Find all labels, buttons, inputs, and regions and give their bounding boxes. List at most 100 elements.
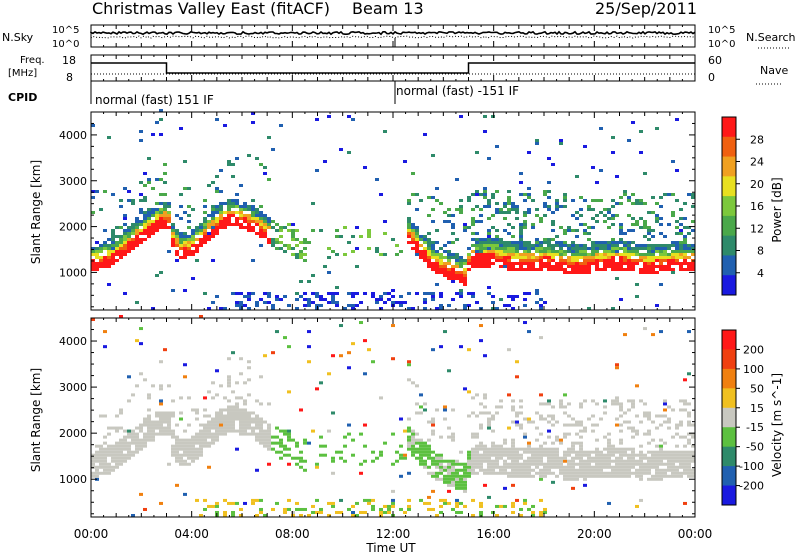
power-cell-422 (243, 214, 247, 217)
velocity-cell-914 (483, 456, 487, 460)
power-cell-1089 (523, 226, 527, 229)
velocity-cell-1574 (679, 450, 683, 454)
velocity-cell-1564 (675, 432, 679, 436)
velocity-cell-442 (247, 378, 251, 382)
power-cell-160 (147, 211, 151, 214)
power-cell-1123 (531, 199, 535, 202)
velocity-cell-163 (151, 423, 155, 427)
velocity-cell-1418 (631, 462, 635, 466)
velocity-cell-962 (495, 447, 499, 451)
power-cell-1346 (595, 181, 599, 184)
power-cell-1512 (647, 271, 651, 274)
power-cell-1415 (619, 298, 623, 301)
velocity-cell-258 (191, 459, 195, 463)
power-cell-392 (231, 163, 235, 166)
power-cell-985 (499, 256, 503, 259)
velocity-cell-1500 (655, 450, 659, 454)
velocity-cell-1522 (663, 462, 667, 466)
velocity-cell-718 (423, 459, 427, 463)
power-cell-853 (463, 226, 467, 229)
power-cell-1077 (523, 304, 527, 307)
velocity-cell-617 (359, 321, 363, 325)
velocity-cell-1310 (599, 474, 603, 478)
power-cell-187 (155, 121, 159, 124)
velocity-cell-1383 (619, 441, 623, 445)
power-cell-884 (475, 259, 479, 262)
velocity-cell-399 (235, 417, 239, 421)
power-cell-29 (103, 262, 107, 265)
power-cell-1342 (595, 241, 599, 244)
velocity-cell-323 (211, 423, 215, 427)
velocity-cell-845 (463, 474, 467, 478)
velocity-cell-461 (255, 420, 259, 424)
velocity-cell-704 (419, 459, 423, 463)
velocity-cell-1239 (575, 453, 579, 457)
velocity-cell-1119 (539, 432, 543, 436)
power-cell-618 (355, 265, 359, 268)
velocity-cell-1209 (567, 462, 571, 466)
power-cell-1030 (511, 298, 515, 301)
power-cell-1247 (567, 229, 571, 232)
velocity-cell-1578 (679, 408, 683, 412)
power-cell-570 (315, 295, 319, 298)
power-cell-114 (131, 199, 135, 202)
power-cell-1374 (607, 256, 611, 259)
power-cell-298 (199, 238, 203, 241)
velocity-cell-82 (119, 426, 123, 430)
velocity-cell-837 (459, 450, 463, 454)
velocity-cell-216 (175, 456, 179, 460)
power-cell-598 (335, 229, 339, 232)
velocity-cell-1086 (531, 468, 535, 472)
velocity-cell-1315 (599, 459, 603, 463)
velocity-cell-887 (475, 435, 479, 439)
velocity-cell-192 (163, 411, 167, 415)
velocity-cell-364 (223, 408, 227, 412)
velocity-cell-1150 (547, 414, 551, 418)
power-cell-153 (147, 232, 151, 235)
velocity-cell-835 (459, 468, 463, 472)
power-cell-1357 (599, 127, 603, 130)
velocity-cell-1590 (683, 435, 687, 439)
power-cell-1501 (643, 259, 647, 262)
velocity-cell-1278 (587, 468, 591, 472)
velocity-cell-619 (363, 498, 367, 502)
velocity-cell-338 (215, 420, 219, 424)
velocity-cell-894 (479, 501, 483, 505)
power-cell-1223 (559, 142, 563, 145)
power-cell-1629 (679, 208, 683, 211)
velocity-cell-536 (291, 510, 295, 514)
power-cell-1122 (531, 223, 535, 226)
power-cell-1032 (511, 268, 515, 271)
power-cell-867 (471, 292, 475, 295)
velocity-cell-1253 (579, 450, 583, 454)
power-cell-1008 (503, 202, 507, 205)
velocity-cell-1537 (667, 456, 671, 460)
velocity-cell-934 (487, 426, 491, 430)
velocity-cell-1031 (515, 447, 519, 451)
power-cell-530 (291, 247, 295, 250)
velocity-cell-789 (447, 483, 451, 487)
velocity-cell-194 (167, 462, 171, 466)
power-cell-1338 (595, 253, 599, 256)
power-cell-1312 (587, 256, 591, 259)
velocity-cell-223 (175, 435, 179, 439)
velocity-cell-416 (239, 411, 243, 415)
power-cell-1563 (659, 244, 663, 247)
velocity-cell-1525 (663, 450, 667, 454)
velocity-cell-429 (243, 411, 247, 415)
power-cell-1039 (511, 244, 515, 247)
power-cell-973 (495, 241, 499, 244)
power-cell-967 (495, 259, 499, 262)
power-cell-710 (423, 259, 427, 262)
power-cell-1429 (619, 202, 623, 205)
power-cell-697 (415, 208, 419, 211)
power-cell-994 (503, 304, 507, 307)
velocity-cell-1084 (531, 504, 535, 508)
power-cell-659 (399, 295, 403, 298)
power-cell-402 (235, 199, 239, 202)
velocity-cell-1422 (631, 450, 635, 454)
power-cell-861 (467, 253, 471, 256)
power-cell-410 (239, 223, 243, 226)
velocity-cell-631 (371, 459, 375, 463)
power-cell-1408 (615, 250, 619, 253)
